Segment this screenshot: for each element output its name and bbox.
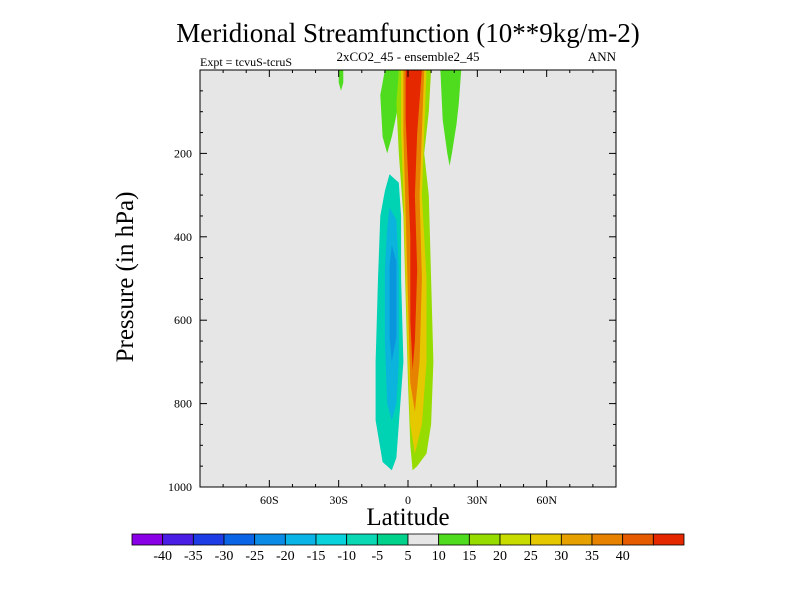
chart-subtitle-center: 2xCO2_45 - ensemble2_45 [337,49,480,64]
colorbar-label: 40 [616,549,630,564]
contour-region-2 [389,245,397,362]
x-tick-label: 30N [467,493,488,507]
colorbar-box [468,533,501,546]
x-axis-label: Latitude [366,504,449,531]
colorbar-box [591,533,624,546]
colorbar-label: -5 [371,549,383,564]
colorbar-box [131,533,164,546]
contour-region-9 [405,70,422,371]
x-tick-label: 60N [536,493,557,507]
x-tick-label: 30S [329,493,348,507]
colorbar-box [652,533,685,546]
y-tick-label: 600 [174,313,192,327]
colorbar-label: -25 [245,549,264,564]
colorbar-label: 25 [524,549,538,564]
colorbar-box [254,533,286,546]
colorbar-label: -30 [215,549,234,564]
contour-region-5 [440,70,462,166]
colorbar-label: -10 [337,549,356,564]
colorbar-box [376,533,409,546]
axis-ticks: 60S 30S 0 30N 60N 200 400 600 800 1000 [168,70,616,507]
colorbar-box [530,533,562,546]
colorbar-box [407,533,440,546]
colorbar-label: 30 [554,549,568,564]
colorbar-box [622,533,654,546]
chart-title: Meridional Streamfunction (10**9kg/m-2) [176,18,639,48]
colorbar-label: -15 [307,549,326,564]
contour-regions [338,70,462,471]
colorbar-label: 20 [493,549,507,564]
chart-subtitle-left: Expt = tcvuS-tcruS [200,55,292,69]
colorbar-box [438,533,470,546]
colorbar-box [499,533,532,546]
colorbar-label: 10 [432,549,446,564]
colorbar-box [162,533,194,546]
colorbar-label: 5 [405,549,412,564]
colorbar-box [560,533,593,546]
y-tick-label: 200 [174,146,192,160]
y-tick-label: 400 [174,230,192,244]
colorbar-box [346,533,378,546]
x-tick-label: 60S [260,493,279,507]
x-tick-label: 0 [405,493,411,507]
colorbar-label: -20 [276,549,295,564]
colorbar-label: -40 [153,549,172,564]
colorbar-box [223,533,256,546]
colorbar-label: 15 [462,549,476,564]
colorbar-label: 35 [585,549,599,564]
contour-region-4 [338,70,344,91]
colorbar-label: -35 [184,549,203,564]
colorbar-box [284,533,317,546]
y-tick-label: 800 [174,397,192,411]
colorbar: -40 -35 -30 -25 -20 -15 -10 -5 5 10 15 20 25 30 35 40 [131,533,685,564]
chart-subtitle-right: ANN [588,49,617,64]
contour-region-3 [380,70,399,154]
colorbar-box [315,533,348,546]
y-tick-label: 1000 [168,480,192,494]
y-axis-label: Pressure (in hPa) [112,192,139,363]
colorbar-box [192,533,225,546]
